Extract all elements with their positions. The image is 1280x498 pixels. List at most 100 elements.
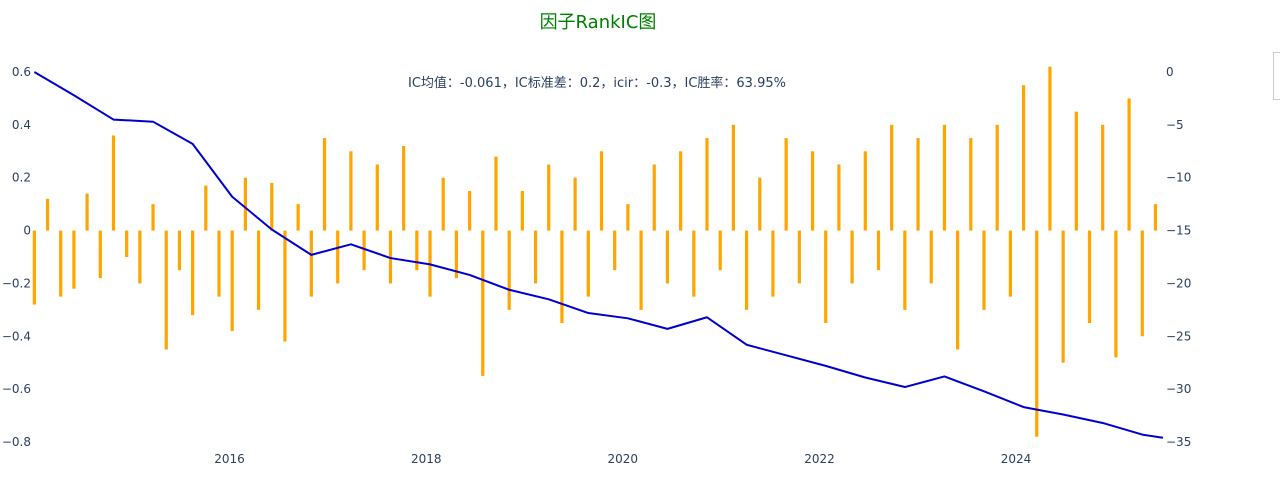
ic-bar: [322, 138, 327, 231]
ic-bar: [731, 124, 735, 231]
ic-bar: [692, 230, 696, 297]
ic-bar: [270, 183, 274, 231]
legend-box[interactable]: [1273, 52, 1280, 100]
ic-bar: [164, 230, 168, 350]
ic-bar: [204, 185, 208, 231]
ic-bar: [336, 230, 340, 284]
ic-bar: [837, 164, 841, 231]
ic-bar: [639, 230, 643, 310]
x-axis-tick: 2016: [214, 452, 245, 466]
right-axis: −35 −30 −25 −20 −15 −10 −5 0: [1166, 65, 1191, 449]
ic-bar: [679, 151, 683, 231]
ic-bar: [956, 230, 960, 350]
ic-bar: [547, 164, 551, 231]
ic-bar: [362, 230, 366, 271]
ic-bar: [942, 124, 947, 231]
ic-bar: [1153, 204, 1158, 231]
ic-bar: [520, 190, 524, 231]
ic-bar: [111, 135, 116, 231]
right-axis-tick: −35: [1166, 435, 1191, 449]
ic-bar: [929, 230, 933, 284]
ic-bar: [1114, 230, 1118, 358]
ic-bar: [230, 230, 234, 331]
ic-bar: [1140, 230, 1144, 337]
ic-bar: [599, 151, 604, 231]
right-axis-tick: −5: [1166, 118, 1184, 132]
x-axis-tick: 2024: [1001, 452, 1032, 466]
ic-bar: [890, 124, 894, 231]
ic-bar: [59, 230, 63, 297]
ic-bar: [32, 230, 36, 305]
ic-bar: [626, 204, 630, 231]
ic-bar: [349, 151, 353, 231]
ic-bar: [771, 230, 775, 297]
ic-bar: [824, 230, 828, 324]
ic-bar: [1021, 85, 1026, 231]
ic-bar: [45, 198, 50, 231]
x-axis-tick: 2022: [804, 452, 835, 466]
ic-bar: [125, 230, 129, 257]
ic-bar: [85, 193, 89, 231]
left-axis-tick: 0.2: [12, 171, 31, 185]
ic-bars: [32, 66, 1158, 437]
ic-bar: [758, 177, 762, 231]
right-axis-tick: −15: [1166, 224, 1191, 238]
x-axis-tick: 2020: [607, 452, 638, 466]
ic-bar: [916, 138, 920, 231]
ic-bar: [1048, 66, 1052, 231]
x-axis: 2016 2018 2020 2022 2024: [214, 452, 1031, 466]
ic-bar: [441, 177, 445, 231]
ic-bar: [191, 230, 195, 316]
right-axis-tick: 0: [1166, 65, 1174, 79]
ic-bar: [388, 230, 393, 284]
ic-bar: [309, 230, 313, 297]
ic-bar: [481, 230, 485, 376]
left-axis-tick: −0.2: [2, 276, 31, 290]
ic-bar: [283, 230, 287, 342]
ic-bar: [1074, 111, 1078, 231]
cumulative-ic-series: [33, 71, 1164, 439]
ic-bar: [494, 156, 498, 231]
ic-bar: [138, 230, 142, 284]
ic-bar: [533, 230, 538, 284]
ic-bar: [151, 204, 155, 231]
right-axis-tick: −25: [1166, 329, 1191, 343]
ic-bar: [705, 138, 709, 231]
chart-title: 因子RankIC图: [540, 12, 657, 33]
ic-bar: [177, 230, 182, 271]
cumulative-ic-line: [33, 71, 1164, 439]
x-axis-tick: 2018: [411, 452, 442, 466]
ic-bar: [256, 230, 261, 310]
left-axis-tick: −0.8: [2, 435, 31, 449]
ic-bar: [665, 230, 670, 284]
right-axis-tick: −10: [1166, 171, 1191, 185]
ic-bar: [969, 138, 973, 231]
ic-bar: [217, 230, 221, 297]
ic-bar: [652, 164, 656, 231]
ic-bar: [863, 151, 867, 231]
ic-bar: [468, 190, 472, 231]
ic-bar: [1061, 230, 1065, 363]
ic-bar: [296, 204, 300, 231]
left-axis-tick: 0: [23, 224, 31, 238]
ic-bar: [573, 177, 577, 231]
ic-bar: [1035, 230, 1039, 437]
ic-bar: [613, 230, 617, 271]
ic-bar: [586, 230, 590, 297]
ic-bar: [995, 124, 999, 231]
ic-bar: [784, 138, 788, 231]
ic-bar: [797, 230, 801, 284]
ic-bar: [243, 177, 247, 231]
ic-bar: [375, 164, 379, 231]
ic-bar: [903, 230, 907, 310]
left-axis: −0.8 −0.6 −0.4 −0.2 0 0.2 0.4 0.6: [2, 65, 31, 449]
ic-bar: [560, 230, 564, 324]
right-axis-tick: −30: [1166, 382, 1191, 396]
ic-bar: [1127, 98, 1131, 231]
ic-bar: [98, 230, 102, 279]
ic-bar: [876, 230, 881, 271]
ic-bar: [72, 230, 76, 289]
ic-bar: [744, 230, 749, 310]
